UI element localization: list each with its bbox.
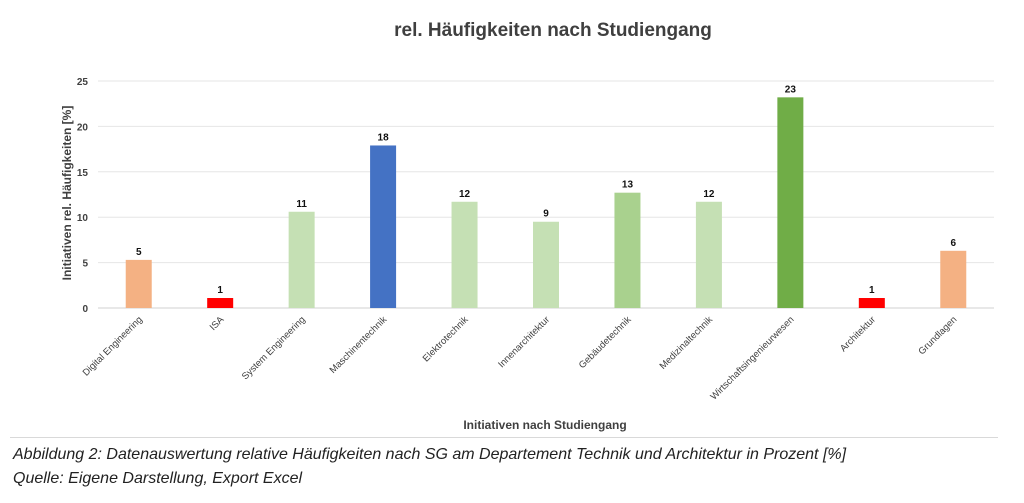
bar — [125, 259, 152, 308]
x-tick-label: Gebäudetechnik — [577, 314, 634, 371]
data-label: 1 — [869, 285, 875, 296]
y-tick-label: 5 — [82, 259, 88, 270]
x-tick-label: System Engineering — [240, 314, 308, 382]
y-axis-label: Initiativen rel. Häufigkeiten [%] — [60, 105, 74, 281]
data-label: 1 — [217, 285, 223, 296]
data-label: 12 — [703, 189, 715, 200]
data-label: 23 — [785, 84, 797, 95]
chart-title: rel. Häufigkeiten nach Studiengang — [394, 20, 712, 41]
x-tick-label: ISA — [208, 314, 227, 333]
bar — [940, 250, 967, 308]
bar — [370, 145, 397, 308]
x-axis-label: Initiativen nach Studiengang — [463, 418, 627, 432]
data-label: 5 — [136, 247, 142, 258]
x-tick-label: Digital Engineering — [81, 314, 145, 378]
caption-divider — [10, 437, 998, 438]
bar — [207, 298, 234, 308]
x-tick-label: Architektur — [838, 314, 878, 354]
x-tick-label: Maschinentechnik — [328, 314, 390, 376]
bar — [777, 97, 804, 309]
figure-source: Quelle: Eigene Darstellung, Export Excel — [13, 470, 303, 487]
data-label: 9 — [543, 209, 549, 220]
data-label: 6 — [950, 238, 956, 249]
y-tick-label: 10 — [77, 213, 89, 224]
figure-caption: Abbildung 2: Datenauswertung relative Hä… — [13, 446, 847, 463]
bar — [695, 201, 722, 308]
data-label: 18 — [378, 132, 390, 143]
data-label: 13 — [622, 180, 634, 191]
bar — [614, 192, 641, 308]
bar — [451, 201, 478, 308]
bar — [288, 211, 315, 308]
data-label: 12 — [459, 189, 471, 200]
x-tick-label: Medizinaltechnik — [658, 314, 716, 372]
y-tick-label: 15 — [77, 168, 89, 179]
bar — [858, 298, 885, 308]
y-tick-label: 20 — [77, 122, 89, 133]
x-tick-label: Elektrotechnik — [421, 314, 471, 364]
x-tick-label: Wirtschaftsingenieurwesen — [708, 314, 796, 402]
data-label: 11 — [296, 199, 307, 210]
bar — [533, 221, 559, 308]
chart-area: rel. Häufigkeiten nach Studiengang 0 5 10 1… — [60, 20, 994, 432]
x-tick-label: Innenarchitektur — [496, 314, 552, 370]
bar-chart: 0 5 10 15 20 25 5 Digital Engineering 1 ISA 11 Syst… — [77, 77, 994, 402]
x-tick-label: Grundlagen — [917, 314, 960, 357]
y-tick-label: 0 — [82, 304, 88, 315]
y-tick-label: 25 — [77, 77, 89, 88]
